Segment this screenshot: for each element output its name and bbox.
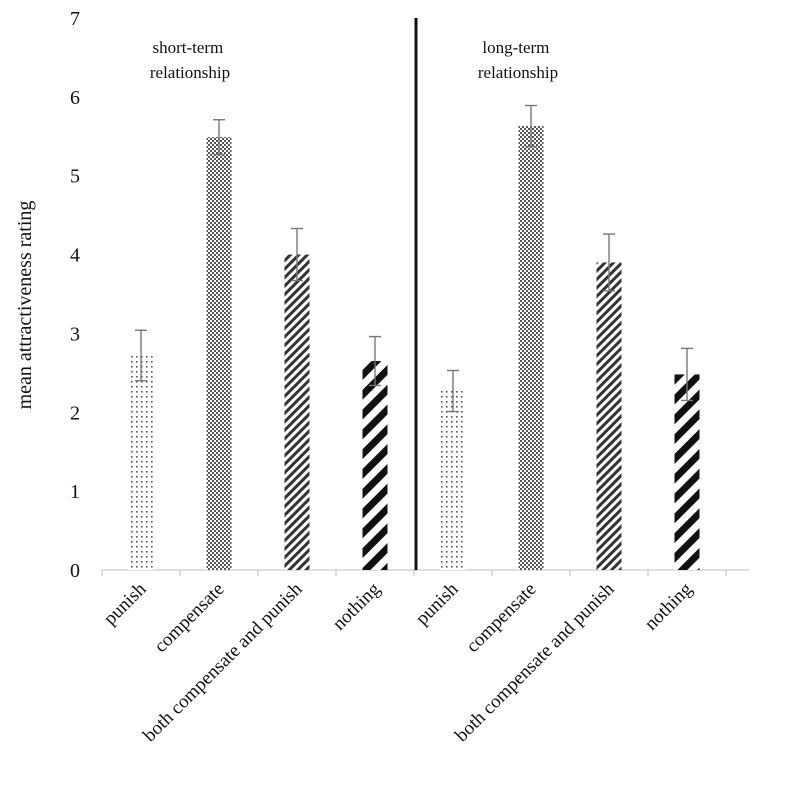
bar-punish-long-term	[440, 390, 466, 570]
bar-compensate-short-term	[206, 137, 232, 570]
long-term-panel-label: long-term relationship	[478, 38, 558, 82]
bar-nothing-short-term	[362, 361, 388, 570]
long-term-label-line2: relationship	[478, 63, 558, 82]
short-term-panel-label: short-term relationship	[150, 38, 230, 82]
bar-compensate-long-term	[518, 126, 544, 570]
y-axis-title: mean attractiveness rating	[14, 201, 36, 410]
x-category-label: compensate	[462, 579, 540, 657]
x-category-label: nothing	[329, 578, 385, 634]
bar-both-compensate-and-punish-short-term	[284, 254, 310, 571]
y-tick-label: 0	[70, 560, 80, 582]
error-bars-group	[135, 104, 693, 413]
y-tick-label: 3	[70, 323, 80, 345]
x-category-label: both compensate and punish	[139, 578, 307, 746]
y-tick-label: 7	[70, 8, 80, 30]
bar-nothing-long-term	[674, 374, 700, 570]
bar-both-compensate-and-punish-long-term	[596, 262, 622, 570]
x-axis	[101, 569, 750, 576]
x-category-label: compensate	[150, 579, 228, 657]
x-category-label: nothing	[641, 578, 697, 634]
bars-group	[128, 126, 700, 571]
y-tick-label: 6	[70, 87, 80, 109]
x-category-label: punish	[412, 578, 463, 629]
x-category-label: punish	[100, 578, 151, 629]
y-tick-label: 1	[70, 481, 80, 503]
short-term-label-line1: short-term	[152, 38, 223, 57]
short-term-label-line2: relationship	[150, 63, 230, 82]
bar-punish-short-term	[128, 355, 154, 570]
y-axis: 0 1 2 3 4 5 6 7	[70, 8, 80, 582]
y-tick-label: 2	[70, 402, 80, 424]
y-tick-label: 4	[70, 245, 80, 267]
x-category-label: both compensate and punish	[451, 578, 619, 746]
y-tick-label: 5	[70, 166, 80, 188]
long-term-label-line1: long-term	[482, 38, 549, 57]
